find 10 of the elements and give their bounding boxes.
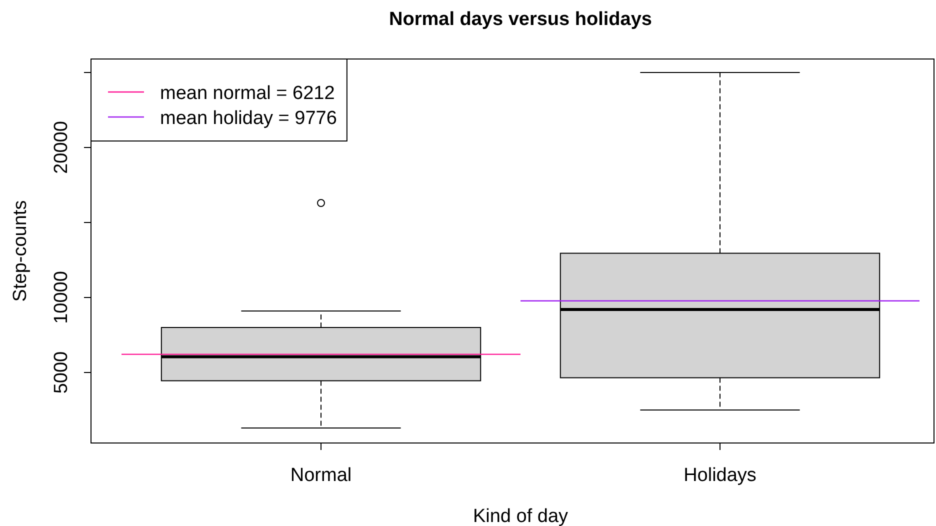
legend-label: mean normal = 6212 (160, 83, 335, 104)
y-tick-label: 10000 (51, 271, 72, 324)
x-axis-title: Kind of day (472, 506, 569, 526)
legend-label: mean holiday = 9776 (160, 108, 337, 129)
x-tick-label: Holidays (684, 465, 756, 486)
x-tick-label: Normal (290, 465, 352, 486)
y-axis-title: Step-counts (10, 200, 31, 302)
chart-title: Normal days versus holidays (389, 9, 652, 30)
y-tick-label: 20000 (51, 121, 72, 174)
y-tick-label: 5000 (51, 351, 72, 394)
